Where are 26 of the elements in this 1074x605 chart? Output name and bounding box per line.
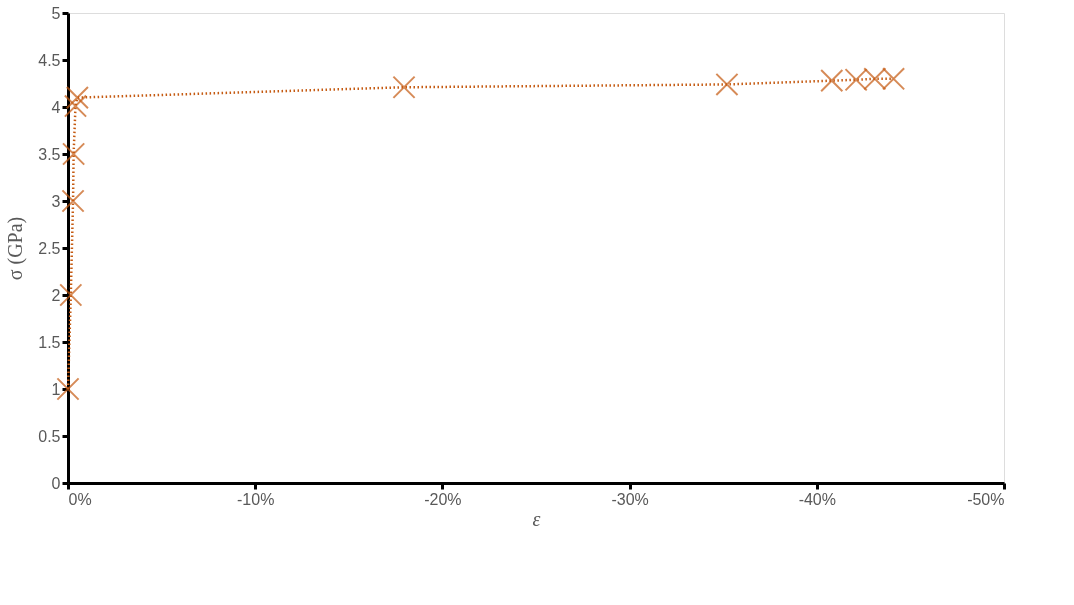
y-tick-label: 2.5	[38, 239, 61, 257]
x-tick-label: -30%	[611, 490, 649, 508]
x-tick-label: -20%	[424, 490, 462, 508]
y-tick-label: 0	[51, 474, 61, 492]
y-tick-label: 0.5	[38, 427, 61, 445]
point	[59, 283, 83, 307]
y-tick-label: 5	[51, 4, 61, 22]
point	[62, 142, 86, 166]
y-tick-label: 4	[51, 98, 61, 116]
x-tick-label: 0%	[68, 490, 92, 508]
x-tick-label: -50%	[967, 490, 1005, 508]
y-axis-title: σ (GPa)	[4, 216, 28, 281]
y-tick-label: 3.5	[38, 145, 61, 163]
y-tick-label: 2	[51, 286, 61, 304]
point	[63, 94, 88, 118]
x-axis-title: ε	[532, 507, 541, 530]
y-tick-label: 1	[51, 380, 61, 398]
y-tick-label: 1.5	[38, 333, 61, 351]
x-tick-label: -40%	[798, 490, 836, 508]
point	[715, 72, 739, 97]
y-tick-label: 4.5	[38, 51, 61, 69]
point	[65, 85, 89, 110]
point	[61, 189, 85, 213]
y-tick-label: 3	[51, 192, 61, 210]
point	[392, 75, 416, 99]
x-tick-label: -10%	[237, 490, 275, 508]
